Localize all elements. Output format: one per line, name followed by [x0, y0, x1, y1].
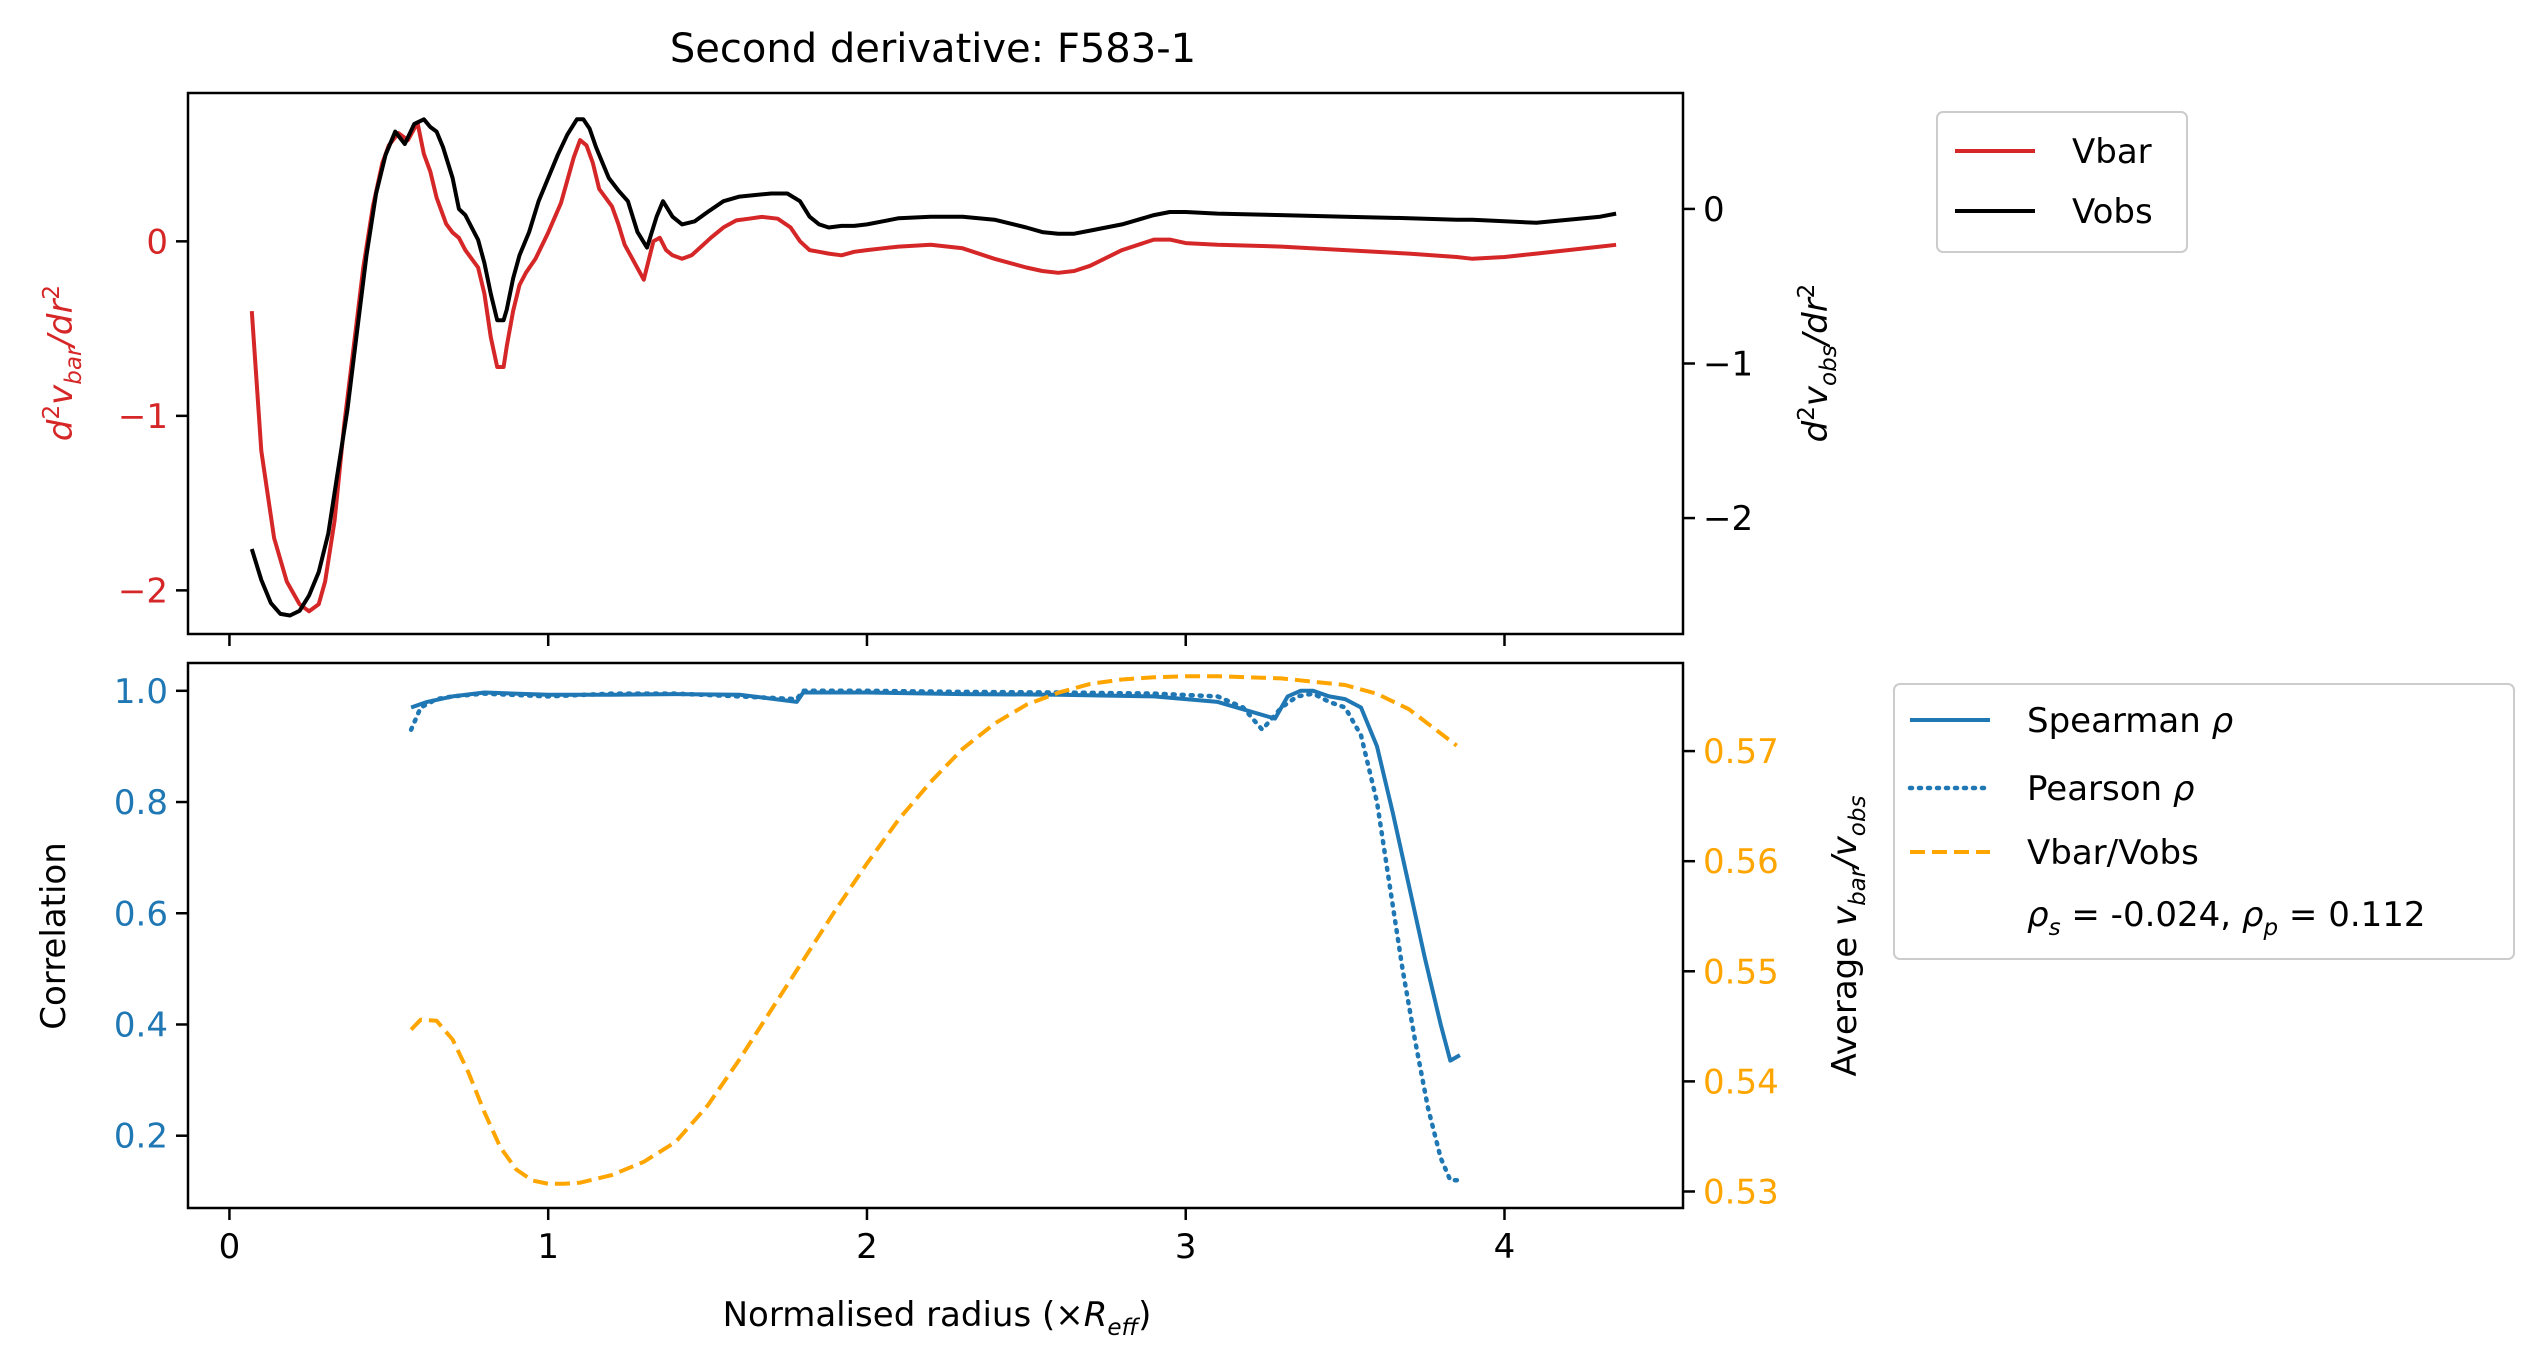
bottom-left-y-tick-label: 1.0 [114, 672, 168, 712]
top-panel: 0 −1 −2 0 −1 −2 d2vbar/dr2 d2vobs/dr2 [39, 91, 1842, 646]
top-right-y-tick-label: −1 [1703, 345, 1753, 385]
legend-ratio-label: Vbar/Vobs [2027, 833, 2199, 873]
top-right-y-label: d2vobs/dr2 [1794, 284, 1842, 443]
top-right-y-tick-label: 0 [1703, 190, 1725, 230]
top-right-y-tick-label: −2 [1703, 499, 1753, 539]
bottom-series-vbar-vobs-line [409, 674, 1458, 1186]
bottom-right-y-tick-label: 0.57 [1703, 732, 1779, 772]
top-left-y-tick-label: −2 [118, 571, 168, 611]
bottom-left-y-tick-label: 0.8 [114, 783, 168, 823]
x-tick-label: 3 [1175, 1227, 1197, 1267]
top-legend-frame [1936, 111, 2188, 253]
top-x-ticks [228, 634, 1506, 646]
bottom-right-y-tick-label: 0.56 [1703, 842, 1779, 882]
legend-spearman-label: Spearman ρ [2027, 701, 2234, 741]
bottom-x-ticks: 0 1 2 3 4 [219, 1208, 1516, 1267]
top-left-y-label: d2vbar/dr2 [39, 285, 87, 441]
top-left-y-tick-label: −1 [118, 397, 168, 437]
legend-correlation-note: ρs = -0.024, ρp = 0.112 [2027, 895, 2426, 941]
top-curves [249, 117, 1617, 618]
bottom-right-y-ticks: 0.53 0.54 0.55 0.56 0.57 [1683, 732, 1779, 1212]
bottom-legend-frame [1893, 683, 2515, 960]
top-right-y-ticks: 0 −1 −2 [1683, 190, 1753, 539]
top-left-y-ticks: 0 −1 −2 [118, 222, 188, 611]
legend-vbar-label: Vbar [2072, 132, 2152, 172]
bottom-left-y-ticks: 0.2 0.4 0.6 0.8 1.0 [114, 672, 188, 1157]
bottom-left-y-tick-label: 0.6 [114, 894, 168, 934]
bottom-curves [408, 674, 1463, 1186]
legend-vobs-label: Vobs [2072, 192, 2153, 232]
bottom-right-y-tick-label: 0.54 [1703, 1062, 1779, 1102]
top-left-y-tick-label: 0 [146, 222, 168, 262]
x-tick-label: 4 [1494, 1227, 1516, 1267]
bottom-right-y-tick-label: 0.55 [1703, 952, 1779, 992]
bottom-left-y-label: Correlation [34, 842, 74, 1029]
bottom-series-pearson-line [408, 688, 1463, 1183]
x-tick-label: 1 [537, 1227, 559, 1267]
top-series-vobs-line [249, 117, 1617, 618]
x-tick-label: 0 [219, 1227, 241, 1267]
bottom-plot-frame [186, 661, 1685, 1210]
bottom-right-y-label: Average vbar/vobs [1825, 796, 1871, 1077]
x-axis-label: Normalised radius (×Reff) [723, 1295, 1152, 1341]
top-series-vbar-line [249, 120, 1617, 614]
bottom-left-y-tick-label: 0.2 [114, 1117, 168, 1157]
legend-pearson-label: Pearson ρ [2027, 769, 2195, 809]
bottom-legend: Spearman ρ Pearson ρ Vbar/Vobs ρs = -0.0… [1893, 683, 2515, 960]
bottom-right-y-tick-label: 0.53 [1703, 1172, 1779, 1212]
bottom-left-y-tick-label: 0.4 [114, 1005, 168, 1045]
x-tick-label: 2 [856, 1227, 878, 1267]
top-legend: Vbar Vobs [1936, 111, 2188, 253]
chart-title: Second derivative: F583-1 [670, 26, 1196, 72]
